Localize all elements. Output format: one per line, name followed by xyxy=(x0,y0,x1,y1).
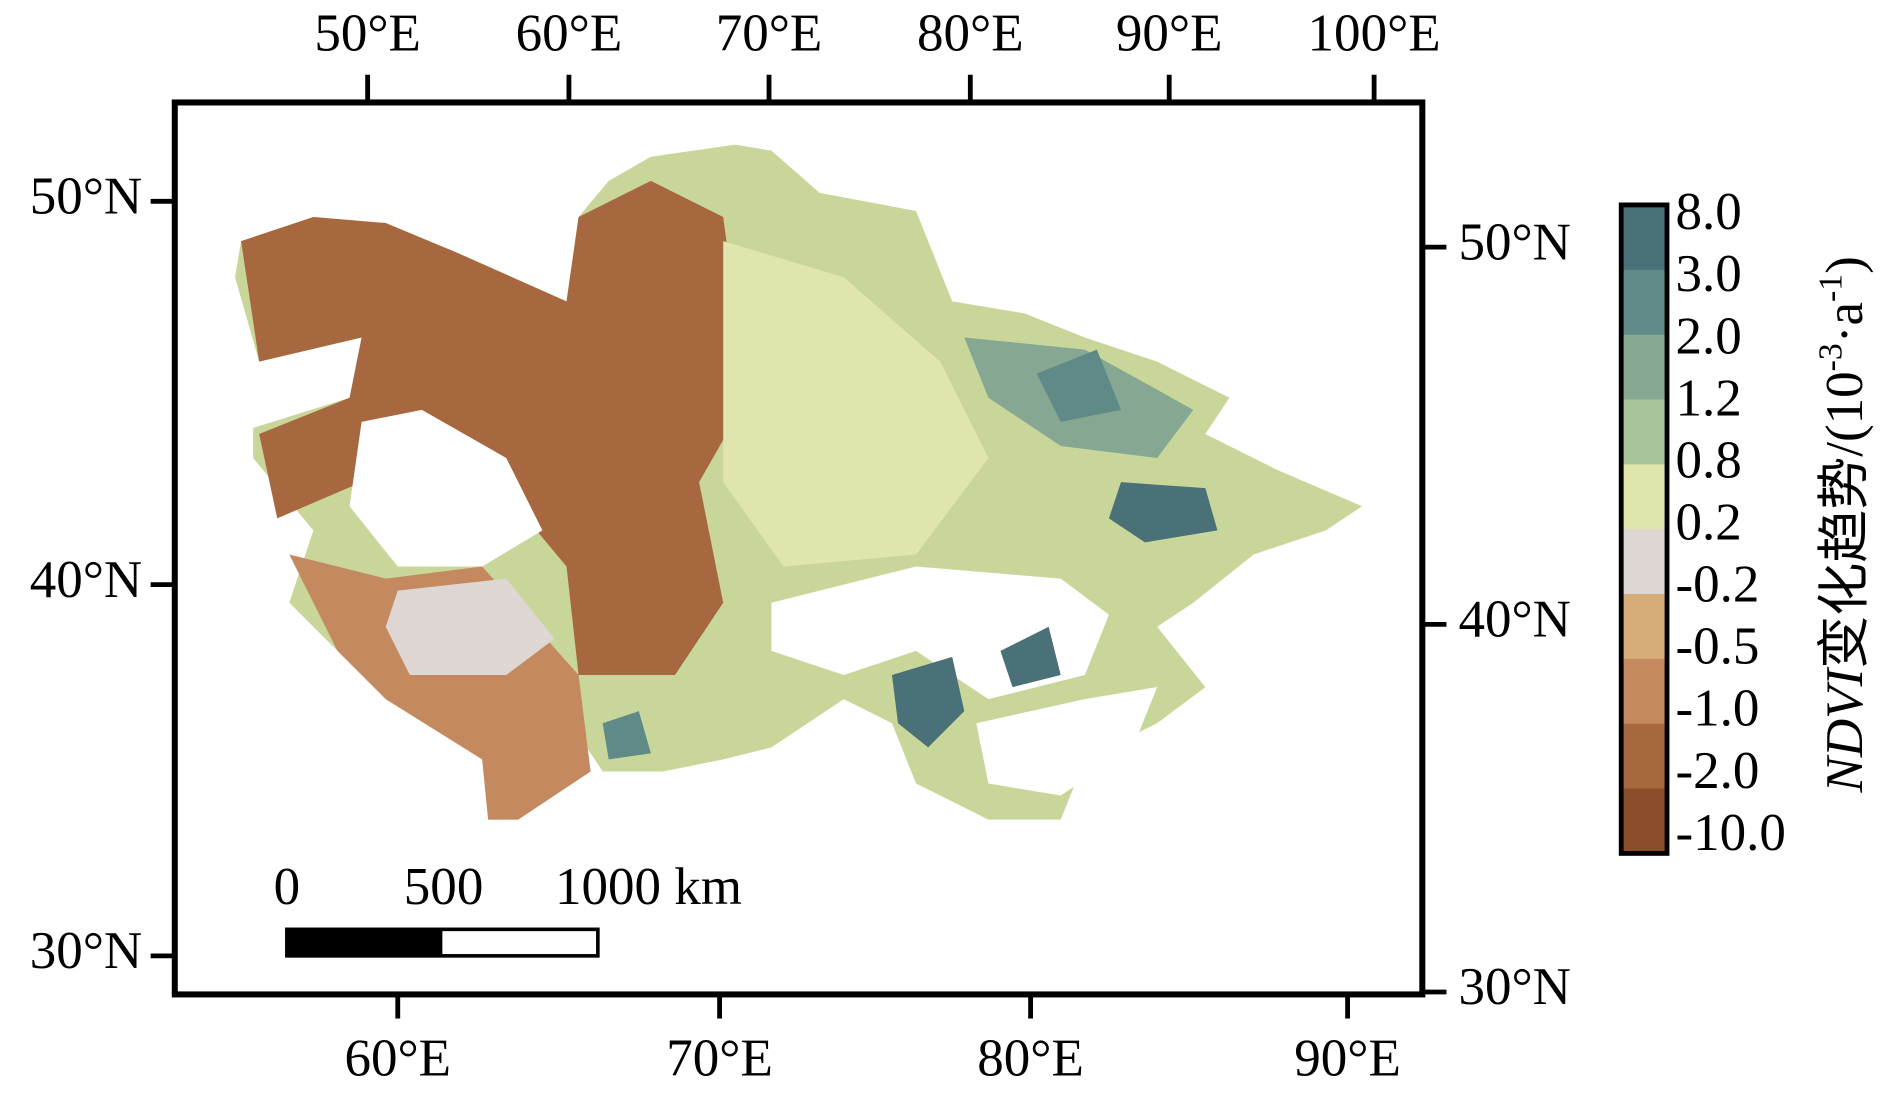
legend-swatch xyxy=(1621,529,1668,595)
bottom-label: 70°E xyxy=(666,1029,773,1087)
legend-title-part: ·a xyxy=(1816,302,1874,343)
legend-title-part: ) xyxy=(1816,256,1874,274)
scale-bar-fill xyxy=(286,929,443,956)
region xyxy=(1036,349,1121,422)
top-label: 90°E xyxy=(1116,5,1223,63)
region xyxy=(976,687,1158,796)
legend-swatch xyxy=(1621,269,1668,336)
legend-title-part: -1 xyxy=(1812,274,1849,302)
legend-frame xyxy=(1618,202,1670,856)
legend-label: 2.0 xyxy=(1675,307,1741,365)
legend-label: 1.2 xyxy=(1675,369,1741,427)
legend-swatch xyxy=(1621,334,1668,401)
top-label: 100°E xyxy=(1308,5,1441,63)
legend-title-part: 变化趋势/(10 xyxy=(1816,371,1874,668)
left-label: 40°N xyxy=(30,551,143,609)
right-label: 30°N xyxy=(1458,958,1571,1016)
scale-label: 1000 km xyxy=(555,858,742,916)
region xyxy=(349,409,543,567)
left-label: 30°N xyxy=(30,922,143,980)
legend-swatch xyxy=(1621,464,1668,530)
scale-label: 500 xyxy=(404,858,484,916)
legend-label: -0.5 xyxy=(1675,618,1759,676)
legend-label: -2.0 xyxy=(1675,742,1759,800)
legend-title-part: -3 xyxy=(1812,343,1849,371)
legend-label: 0.2 xyxy=(1675,494,1741,552)
legend-swatch xyxy=(1621,788,1668,855)
top-label: 80°E xyxy=(917,5,1024,63)
map-frame xyxy=(171,99,1426,998)
scale-label: 0 xyxy=(274,858,301,916)
legend-swatch xyxy=(1621,658,1668,725)
legend-label: 8.0 xyxy=(1675,183,1741,241)
bottom-label: 60°E xyxy=(344,1029,451,1087)
region xyxy=(1108,482,1218,543)
legend-swatch xyxy=(1621,204,1668,271)
region xyxy=(241,180,748,676)
legend-swatch xyxy=(1621,399,1668,465)
bottom-label: 80°E xyxy=(977,1029,1084,1087)
region xyxy=(385,578,555,676)
legend-title-part: NDVI xyxy=(1816,666,1874,793)
legend-title: NDVI变化趋势/(10-3·a-1) xyxy=(1812,256,1874,793)
region xyxy=(602,711,651,760)
legend-label: 0.8 xyxy=(1675,431,1741,489)
top-label: 60°E xyxy=(516,5,623,63)
region xyxy=(723,241,989,567)
legend-label: -10.0 xyxy=(1675,804,1785,862)
right-label: 40°N xyxy=(1458,591,1571,649)
region xyxy=(1000,626,1061,688)
legend-label: -0.2 xyxy=(1675,556,1759,614)
legend-label: 3.0 xyxy=(1675,245,1741,303)
legend-swatch xyxy=(1621,594,1668,660)
top-label: 70°E xyxy=(716,5,823,63)
legend-label: -1.0 xyxy=(1675,680,1759,738)
right-label: 50°N xyxy=(1458,213,1571,271)
legend-swatch xyxy=(1621,723,1668,790)
bottom-label: 90°E xyxy=(1294,1029,1401,1087)
left-label: 50°N xyxy=(30,167,143,225)
region xyxy=(891,656,965,748)
top-label: 50°E xyxy=(314,5,421,63)
map-area xyxy=(235,144,1363,820)
